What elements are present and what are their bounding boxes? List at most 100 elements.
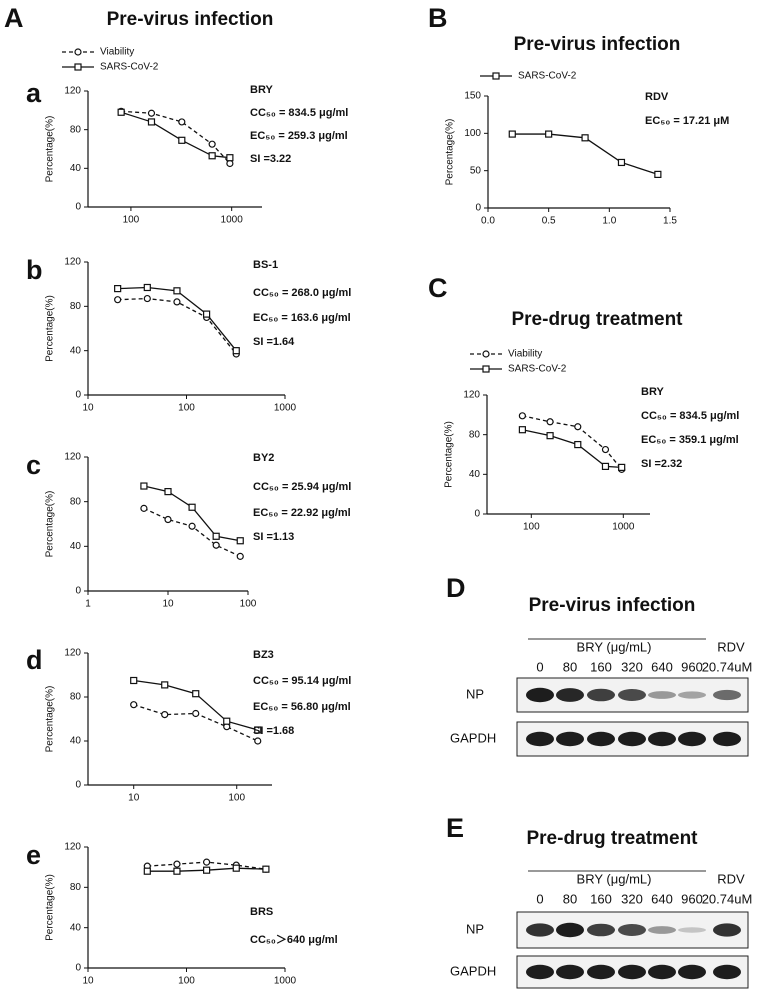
data-point	[161, 681, 169, 689]
y-axis-label: Percentage(%)	[45, 295, 56, 362]
data-point	[236, 552, 244, 560]
x-tick-label: 100	[123, 215, 140, 226]
data-point	[114, 285, 122, 293]
panel-title: Pre-virus infection	[514, 34, 681, 55]
row-label: NP	[466, 921, 484, 936]
series-line	[143, 507, 241, 557]
annotation: EC₅₀ = 163.6 μg/ml	[253, 312, 351, 324]
blot-band	[713, 964, 741, 980]
y-tick-label: 80	[70, 882, 82, 893]
annotation: EC₅₀ = 56.80 μg/ml	[253, 701, 351, 713]
blot-band	[587, 731, 615, 747]
data-point	[654, 170, 662, 178]
x-tick-label: 10	[162, 599, 174, 610]
panel-title: Pre-virus infection	[107, 9, 274, 30]
y-axis-label: Percentage(%)	[45, 686, 56, 753]
y-tick-label: 40	[70, 736, 82, 747]
x-tick-label: 100	[240, 599, 257, 610]
control-label: RDV	[717, 639, 745, 654]
y-tick-label: 0	[75, 586, 81, 597]
data-point	[117, 108, 125, 116]
blot-band	[648, 691, 676, 699]
legend-label: Viability	[508, 349, 542, 360]
blot-band	[526, 964, 554, 980]
y-tick-label: 40	[70, 541, 82, 552]
data-point	[164, 515, 172, 524]
panel-letter: c	[26, 450, 41, 480]
y-tick-label: 40	[70, 163, 82, 174]
blot-band	[713, 731, 741, 747]
lane-label: 640	[651, 659, 673, 674]
data-point	[114, 296, 122, 304]
annotation: EC₅₀ = 359.1 μg/ml	[641, 434, 739, 446]
data-point	[192, 709, 200, 718]
data-point	[140, 482, 148, 490]
series-line	[121, 110, 231, 164]
data-point	[208, 140, 216, 148]
data-point	[545, 130, 553, 138]
y-tick-label: 120	[64, 452, 81, 463]
panel-letter: b	[26, 255, 43, 285]
data-point	[232, 864, 240, 872]
legend-label: SARS-CoV-2	[508, 364, 567, 375]
data-point	[254, 726, 262, 734]
blot-band	[618, 964, 646, 980]
group-label: BRY (μg/mL)	[577, 639, 652, 654]
data-point	[178, 118, 186, 126]
panel-title: Pre-virus infection	[529, 595, 696, 616]
data-point	[601, 445, 610, 454]
data-point	[203, 310, 211, 318]
x-tick-label: 1000	[274, 403, 297, 414]
y-tick-label: 100	[464, 128, 481, 139]
data-point	[618, 463, 626, 471]
series-line	[117, 286, 237, 352]
lane-label: 960	[681, 659, 703, 674]
data-point	[130, 676, 138, 685]
blot-band	[648, 731, 676, 747]
annotation: BS-1	[253, 259, 278, 271]
panel-title: Pre-drug treatment	[526, 828, 698, 849]
y-tick-label: 40	[70, 922, 82, 933]
y-tick-label: 150	[464, 91, 481, 102]
y-tick-label: 80	[70, 692, 82, 703]
y-tick-label: 80	[70, 496, 82, 507]
data-point	[208, 152, 216, 160]
y-tick-label: 0	[475, 203, 481, 214]
x-tick-label: 1	[85, 599, 91, 610]
row-label: GAPDH	[450, 730, 496, 745]
annotation: CC₅₀ = 25.94 μg/ml	[253, 481, 351, 493]
lane-label: 0	[536, 891, 543, 906]
blot-band	[713, 923, 741, 937]
data-point	[147, 109, 156, 117]
x-tick-label: 10	[82, 976, 94, 987]
panel-letter: E	[446, 813, 464, 843]
x-tick-label: 1000	[612, 522, 635, 533]
blot-band	[556, 964, 584, 980]
y-tick-label: 80	[70, 301, 82, 312]
panel-title: Pre-drug treatment	[511, 309, 683, 330]
blot-band	[587, 923, 615, 937]
y-tick-label: 0	[75, 780, 81, 791]
legend-marker	[492, 72, 500, 80]
annotation: SI =2.32	[641, 458, 682, 470]
panel-letter: B	[428, 3, 448, 33]
y-tick-label: 0	[75, 390, 81, 401]
data-point	[518, 412, 526, 420]
data-point	[546, 432, 554, 440]
y-tick-label: 120	[64, 86, 81, 97]
x-tick-label: 1000	[274, 976, 297, 987]
panel-letter: C	[428, 273, 448, 303]
annotation: EC₅₀ = 22.92 μg/ml	[253, 507, 351, 519]
legend-marker	[74, 63, 82, 71]
data-point	[212, 541, 220, 549]
y-tick-label: 80	[469, 429, 481, 440]
legend-label: SARS-CoV-2	[100, 62, 159, 73]
annotation: SI =1.64	[253, 336, 295, 348]
lane-label: 320	[621, 659, 643, 674]
annotation: RDV	[645, 91, 669, 103]
control-dose: 20.74uM	[702, 659, 753, 674]
blot-band	[648, 964, 676, 980]
data-point	[173, 287, 181, 295]
legend-marker	[482, 350, 490, 358]
